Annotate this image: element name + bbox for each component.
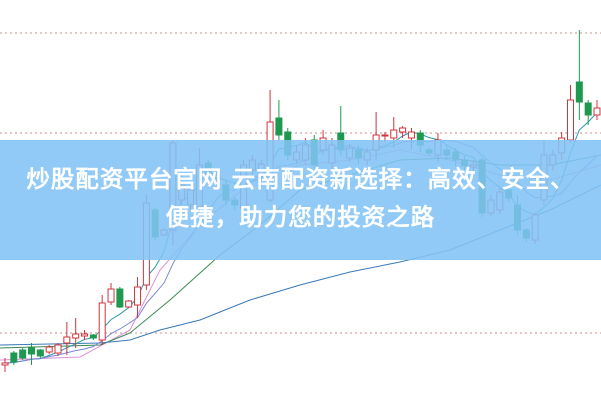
candle-up	[390, 129, 398, 139]
candle-down	[19, 349, 27, 359]
headline-text: 炒股配资平台官网 云南配资新选择：高效、安全、便捷，助力您的投资之路	[26, 165, 575, 231]
candle-down	[116, 288, 124, 308]
candle-up	[1, 362, 9, 366]
candle-up	[54, 344, 62, 354]
candle-up	[63, 336, 71, 344]
candle-up	[107, 288, 115, 303]
candle-down	[89, 334, 97, 339]
candle-down	[275, 117, 283, 136]
candle-up	[593, 107, 601, 116]
candle-down	[575, 81, 583, 103]
candle-up	[125, 300, 133, 308]
candle-up	[45, 346, 53, 353]
candle-up	[399, 127, 407, 133]
candle-up	[81, 333, 89, 337]
candle-up	[566, 99, 574, 141]
candle-up	[134, 286, 142, 306]
candle-down	[10, 352, 18, 363]
candle-up	[98, 302, 106, 341]
candle-down	[36, 349, 44, 357]
headline-banner	[0, 140, 601, 260]
candle-down	[584, 102, 592, 116]
candle-up	[407, 131, 415, 139]
candle-up	[72, 333, 80, 339]
candle-down	[28, 347, 36, 355]
candle-up	[381, 134, 389, 137]
